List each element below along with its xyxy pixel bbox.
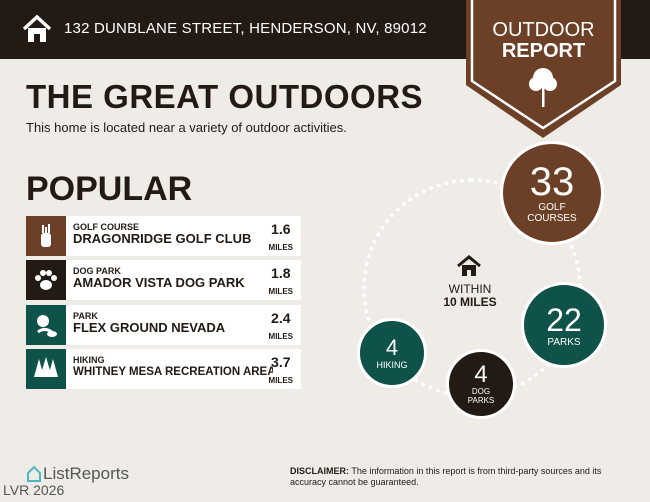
parks-count: 22 PARKS <box>521 282 607 368</box>
golf-bag-icon <box>26 216 66 256</box>
listreports-logo-icon <box>27 465 41 482</box>
subtitle: This home is located near a variety of o… <box>26 120 347 135</box>
list-item: HIKING WHITNEY MESA RECREATION AREA 3.7 M… <box>26 349 301 389</box>
item-unit: MILES <box>268 287 293 296</box>
page-title: THE GREAT OUTDOORS <box>26 78 424 115</box>
item-category: GOLF COURSE <box>73 222 140 232</box>
badge-line2: REPORT <box>501 40 586 62</box>
paw-icon <box>26 260 66 300</box>
list-item: GOLF COURSE DRAGONRIDGE GOLF CLUB 1.6 MIL… <box>26 216 301 256</box>
address: 132 DUNBLANE STREET, HENDERSON, NV, 8901… <box>64 20 427 37</box>
item-name: DRAGONRIDGE GOLF CLUB <box>73 232 252 246</box>
disclaimer: DISCLAIMER: The information in this repo… <box>290 466 602 487</box>
popular-heading: POPULAR <box>26 170 193 208</box>
radius-line1: WITHIN <box>448 282 492 296</box>
tree-icon <box>529 68 557 107</box>
item-category: PARK <box>73 311 98 321</box>
item-unit: MILES <box>268 332 293 341</box>
item-name: WHITNEY MESA RECREATION AREA <box>73 366 273 378</box>
list-item: DOG PARK AMADOR VISTA DOG PARK 1.8 MILES <box>26 260 301 300</box>
pine-trees-icon <box>26 349 66 389</box>
home-icon <box>22 14 52 42</box>
item-unit: MILES <box>268 376 293 385</box>
watermark: LVR 2026 <box>3 482 65 498</box>
list-item: PARK FLEX GROUND NEVADA 2.4 MILES <box>26 305 301 345</box>
badge-line1: OUTDOOR <box>492 19 595 41</box>
outdoor-report-badge <box>466 0 621 138</box>
golf-courses-count: 33 GOLF COURSES <box>500 141 604 245</box>
dog-parks-count: 4 DOG PARKS <box>446 349 516 419</box>
item-distance: 1.8 <box>271 265 291 281</box>
item-name: AMADOR VISTA DOG PARK <box>73 276 245 290</box>
home-icon <box>457 255 481 276</box>
hiking-count: 4 HIKING <box>357 318 427 388</box>
item-category: HIKING <box>73 355 105 365</box>
item-distance: 2.4 <box>271 310 291 326</box>
item-distance: 1.6 <box>271 221 291 237</box>
radius-line2: 10 MILES <box>443 295 497 309</box>
park-icon <box>26 305 66 345</box>
item-name: FLEX GROUND NEVADA <box>73 321 226 335</box>
item-category: DOG PARK <box>73 266 121 276</box>
item-unit: MILES <box>268 243 293 252</box>
listreports-logo: ListReports <box>43 464 129 483</box>
item-distance: 3.7 <box>271 354 291 370</box>
